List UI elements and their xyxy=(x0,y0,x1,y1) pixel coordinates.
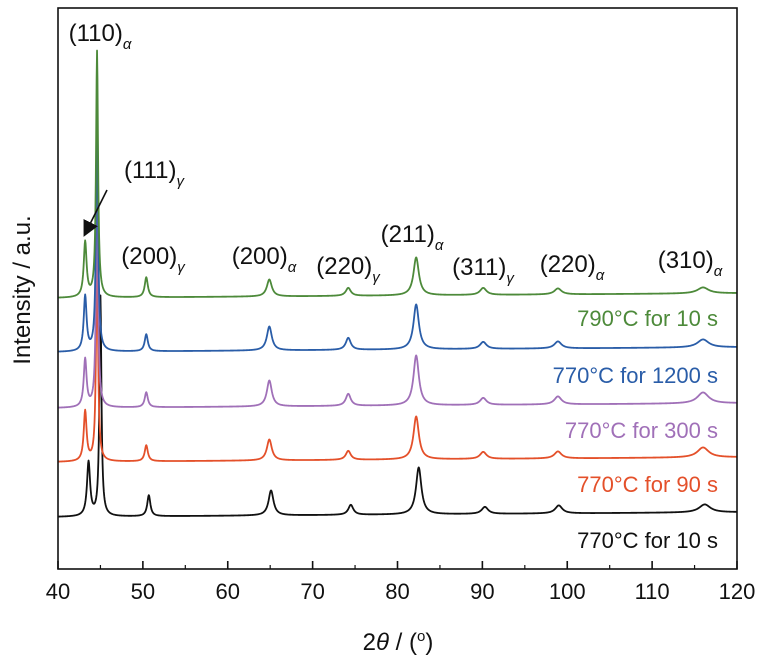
x-axis-title-suffix: / ( xyxy=(389,629,417,656)
x-axis-title-symbol: θ xyxy=(376,629,389,656)
peak-310-alpha-index: (310) xyxy=(658,247,714,274)
series-label-2: 770°C for 300 s xyxy=(565,418,718,443)
peak-220-alpha-phase: α xyxy=(596,267,605,284)
peak-310-alpha-label: (310)α xyxy=(658,247,723,280)
peak-311-gamma-label: (311)γ xyxy=(452,254,515,287)
tick-layer: 40 50 60 70 80 90 100 110 120 xyxy=(46,561,756,604)
x-tick-label: 70 xyxy=(300,579,324,604)
x-axis-title: 2θ / (o) xyxy=(363,628,434,656)
peak-220-gamma-phase: γ xyxy=(372,269,381,286)
peak-211-alpha-index: (211) xyxy=(381,221,435,248)
x-tick-label: 90 xyxy=(470,579,494,604)
y-axis-title: Intensity / a.u. xyxy=(9,215,36,364)
peak-220-gamma-index: (220) xyxy=(316,253,372,280)
series-layer: 770°C for 10 s 770°C for 90 s 770°C for 30… xyxy=(57,49,738,553)
peak-311-gamma-phase: γ xyxy=(506,270,515,287)
x-tick-label: 40 xyxy=(46,579,70,604)
series-label-1: 770°C for 90 s xyxy=(577,472,718,497)
peak-200-gamma-index: (200) xyxy=(121,243,177,270)
peak-200-gamma-phase: γ xyxy=(177,259,186,276)
x-tick-label: 50 xyxy=(131,579,155,604)
label-layer: (110)α(111)γ(200)γ (200)α (220)γ(211)α(311… xyxy=(69,20,723,287)
peak-110-alpha-phase: α xyxy=(123,36,132,53)
peak-110-alpha-label: (110)α xyxy=(69,20,132,53)
peak-220-alpha-label: (220)α xyxy=(540,251,605,284)
series-line-0 xyxy=(57,294,738,518)
x-axis-title-prefix: 2 xyxy=(363,629,376,656)
x-tick-label: 100 xyxy=(549,579,586,604)
peak-310-alpha-phase: α xyxy=(714,263,723,280)
peak-200-alpha-index: (200) xyxy=(232,243,288,270)
series-line-3 xyxy=(57,109,738,353)
peak-111-gamma-arrow xyxy=(83,189,108,237)
x-tick-label: 110 xyxy=(635,579,670,604)
series-label-3: 770°C for 1200 s xyxy=(553,363,718,388)
x-tick-label: 120 xyxy=(719,579,756,604)
peak-111-gamma-phase: γ xyxy=(176,173,185,190)
peak-110-alpha-index: (110) xyxy=(69,20,123,47)
x-tick-label: 80 xyxy=(385,579,409,604)
peak-111-gamma-index: (111) xyxy=(124,157,176,184)
series-label-4: 790°C for 10 s xyxy=(577,306,718,331)
peak-220-gamma-label: (220)γ xyxy=(316,253,381,286)
series-line-4 xyxy=(57,49,738,299)
x-axis-title-close: ) xyxy=(425,629,433,656)
peak-200-alpha-phase: α xyxy=(288,259,297,276)
series-line-1 xyxy=(57,249,738,463)
series-label-0: 770°C for 10 s xyxy=(577,528,718,553)
peak-211-alpha-phase: α xyxy=(435,237,444,254)
peak-211-alpha-label: (211)α xyxy=(381,221,444,254)
x-tick-label: 60 xyxy=(216,579,240,604)
peak-200-alpha-label: (200)α xyxy=(232,243,297,276)
peak-220-alpha-index: (220) xyxy=(540,251,596,278)
peak-311-gamma-index: (311) xyxy=(452,254,506,281)
x-axis-title-unit: o xyxy=(417,628,425,645)
series-line-2 xyxy=(57,175,738,409)
peak-111-gamma-label: (111)γ xyxy=(124,157,185,190)
peak-200-gamma-label: (200)γ xyxy=(121,243,186,276)
